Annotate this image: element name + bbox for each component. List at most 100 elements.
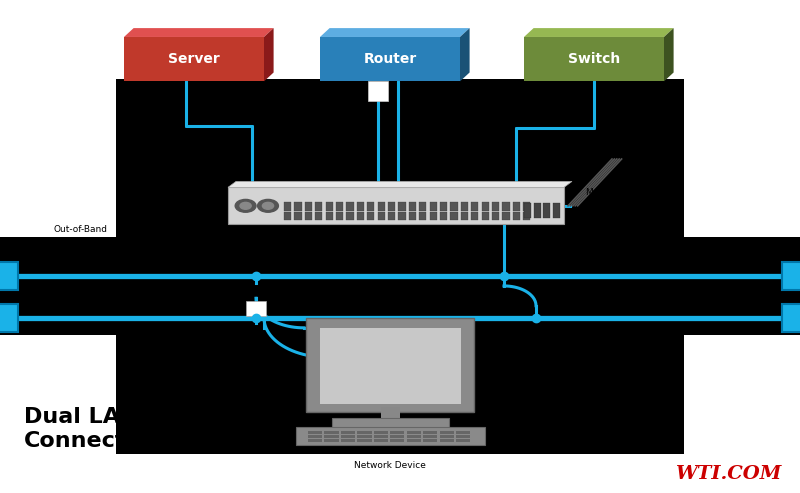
FancyBboxPatch shape: [450, 212, 458, 220]
FancyBboxPatch shape: [534, 203, 541, 218]
FancyBboxPatch shape: [246, 301, 266, 316]
Text: WTI.COM: WTI.COM: [675, 465, 781, 483]
Text: Server: Server: [168, 52, 220, 66]
FancyBboxPatch shape: [450, 202, 458, 211]
FancyBboxPatch shape: [374, 431, 388, 434]
FancyBboxPatch shape: [308, 431, 322, 434]
FancyBboxPatch shape: [381, 407, 400, 422]
FancyBboxPatch shape: [482, 202, 489, 211]
FancyBboxPatch shape: [440, 212, 447, 220]
FancyBboxPatch shape: [423, 431, 438, 434]
FancyBboxPatch shape: [782, 304, 800, 332]
Text: Network: Network: [70, 254, 108, 263]
FancyBboxPatch shape: [308, 439, 322, 442]
Text: Ethernet Switch: Ethernet Switch: [586, 200, 658, 209]
FancyBboxPatch shape: [471, 212, 478, 220]
FancyBboxPatch shape: [332, 418, 449, 431]
FancyBboxPatch shape: [357, 212, 364, 220]
FancyBboxPatch shape: [390, 435, 405, 438]
FancyBboxPatch shape: [305, 202, 312, 211]
FancyBboxPatch shape: [378, 212, 385, 220]
FancyBboxPatch shape: [0, 262, 18, 290]
FancyBboxPatch shape: [423, 439, 438, 442]
FancyBboxPatch shape: [228, 187, 564, 224]
FancyBboxPatch shape: [367, 202, 374, 211]
Polygon shape: [664, 28, 674, 81]
FancyBboxPatch shape: [390, 439, 405, 442]
FancyBboxPatch shape: [482, 212, 489, 220]
FancyBboxPatch shape: [358, 439, 371, 442]
FancyBboxPatch shape: [430, 212, 437, 220]
FancyBboxPatch shape: [456, 435, 470, 438]
FancyBboxPatch shape: [308, 435, 322, 438]
FancyBboxPatch shape: [325, 431, 338, 434]
Text: Dual LAN: Dual LAN: [24, 407, 138, 426]
FancyBboxPatch shape: [440, 431, 454, 434]
FancyBboxPatch shape: [553, 203, 560, 218]
FancyBboxPatch shape: [419, 212, 426, 220]
Circle shape: [240, 202, 251, 209]
Polygon shape: [320, 28, 470, 37]
FancyBboxPatch shape: [492, 202, 499, 211]
FancyBboxPatch shape: [409, 202, 416, 211]
Polygon shape: [264, 28, 274, 81]
FancyBboxPatch shape: [369, 81, 388, 101]
FancyBboxPatch shape: [320, 37, 460, 81]
FancyBboxPatch shape: [124, 37, 264, 81]
FancyBboxPatch shape: [407, 439, 421, 442]
Text: Managed: Managed: [586, 188, 627, 197]
Polygon shape: [228, 181, 572, 187]
FancyBboxPatch shape: [398, 202, 406, 211]
FancyBboxPatch shape: [284, 212, 291, 220]
FancyBboxPatch shape: [523, 202, 530, 211]
FancyBboxPatch shape: [325, 435, 338, 438]
Circle shape: [258, 199, 278, 212]
FancyBboxPatch shape: [440, 202, 447, 211]
Text: Network Device: Network Device: [354, 461, 426, 470]
Polygon shape: [524, 28, 674, 37]
FancyBboxPatch shape: [367, 212, 374, 220]
FancyBboxPatch shape: [294, 202, 302, 211]
Text: LAN 2: LAN 2: [586, 323, 612, 332]
FancyBboxPatch shape: [502, 202, 510, 211]
FancyBboxPatch shape: [407, 431, 421, 434]
Circle shape: [262, 202, 274, 209]
FancyBboxPatch shape: [513, 202, 520, 211]
FancyBboxPatch shape: [357, 202, 364, 211]
FancyBboxPatch shape: [296, 427, 485, 445]
FancyBboxPatch shape: [358, 435, 371, 438]
FancyBboxPatch shape: [336, 212, 343, 220]
FancyBboxPatch shape: [0, 304, 18, 332]
FancyBboxPatch shape: [325, 439, 338, 442]
FancyBboxPatch shape: [341, 439, 355, 442]
FancyBboxPatch shape: [502, 212, 510, 220]
FancyBboxPatch shape: [430, 202, 437, 211]
FancyBboxPatch shape: [358, 431, 371, 434]
Polygon shape: [0, 79, 800, 454]
FancyBboxPatch shape: [513, 212, 520, 220]
FancyBboxPatch shape: [341, 431, 355, 434]
FancyBboxPatch shape: [461, 212, 468, 220]
FancyBboxPatch shape: [409, 212, 416, 220]
FancyBboxPatch shape: [461, 202, 468, 211]
FancyBboxPatch shape: [390, 431, 405, 434]
FancyBboxPatch shape: [306, 318, 474, 412]
FancyBboxPatch shape: [456, 431, 470, 434]
FancyBboxPatch shape: [315, 202, 322, 211]
FancyBboxPatch shape: [440, 435, 454, 438]
FancyBboxPatch shape: [326, 202, 333, 211]
FancyBboxPatch shape: [374, 439, 388, 442]
Text: Router: Router: [363, 52, 417, 66]
FancyBboxPatch shape: [456, 439, 470, 442]
FancyBboxPatch shape: [374, 435, 388, 438]
FancyBboxPatch shape: [378, 202, 385, 211]
Text: Connection: Connection: [24, 431, 166, 451]
FancyBboxPatch shape: [407, 435, 421, 438]
Text: LAN 1: LAN 1: [672, 262, 698, 271]
FancyBboxPatch shape: [398, 212, 406, 220]
Text: Out-of-Band: Out-of-Band: [54, 225, 108, 234]
FancyBboxPatch shape: [284, 202, 291, 211]
FancyBboxPatch shape: [294, 212, 302, 220]
FancyBboxPatch shape: [320, 328, 461, 404]
FancyBboxPatch shape: [419, 202, 426, 211]
